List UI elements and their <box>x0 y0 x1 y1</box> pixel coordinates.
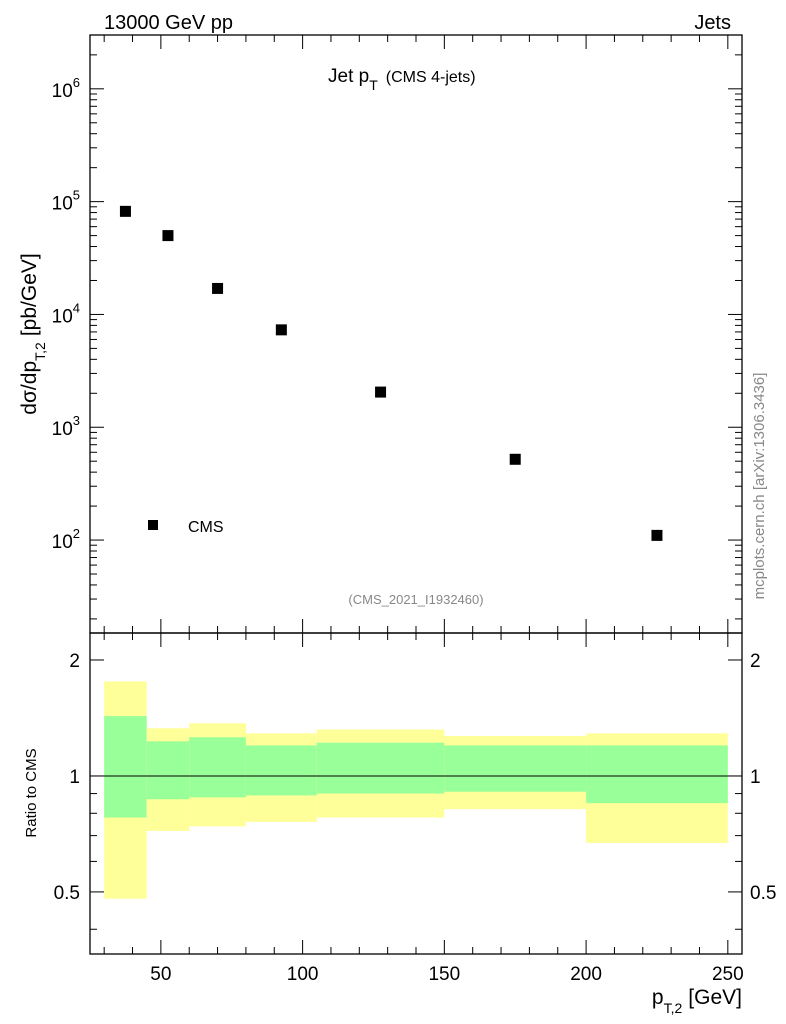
x-axis-label: pT,2 [GeV] <box>652 986 742 1016</box>
main-y-tick-label: 103 <box>52 413 80 440</box>
plot-title: Jet pT (CMS 4-jets) <box>328 66 476 93</box>
ratio-y-tick-label: 2 <box>69 651 80 672</box>
ratio-band-inner <box>316 742 445 794</box>
ratio-y-tick-label: 0.5 <box>54 883 80 904</box>
legend-marker-cms <box>148 520 158 530</box>
ratio-band-inner <box>245 745 317 796</box>
ratio-band-inner <box>189 737 246 798</box>
header-process: 13000 GeV pp <box>104 12 233 34</box>
x-tick-label: 100 <box>287 964 319 985</box>
x-tick-label: 200 <box>570 964 602 985</box>
main-y-tick-label: 105 <box>52 188 80 215</box>
x-tick-label: 150 <box>428 964 460 985</box>
legend-label-cms: CMS <box>188 519 224 536</box>
ratio-band-inner <box>146 741 190 800</box>
x-tick-label: 250 <box>712 964 744 985</box>
data-point <box>651 529 663 541</box>
ratio-band-inner <box>586 745 728 804</box>
ratio-y-tick-label-right: 0.5 <box>750 883 776 904</box>
data-point <box>212 282 224 294</box>
main-y-tick-label: 106 <box>52 75 80 102</box>
ratio-tick-marks: 50 100 150 200 250 0.5 0.5 1 1 2 2 <box>54 633 776 985</box>
ratio-band-inner <box>444 745 587 792</box>
main-panel: 102 103 104 105 106 Jet pT (CMS 4-jets) CMS (… <box>18 34 743 634</box>
data-point <box>119 205 131 217</box>
y-axis-label-ratio: Ratio to CMS <box>23 748 40 837</box>
main-y-tick-label: 102 <box>52 526 80 553</box>
ratio-uncertainty-bands <box>104 681 728 899</box>
header-category: Jets <box>694 12 731 34</box>
ratio-y-tick-label: 1 <box>69 767 80 788</box>
analysis-tag: (CMS_2021_I1932460) <box>348 592 483 607</box>
x-tick-label: 50 <box>150 964 171 985</box>
main-frame <box>89 34 743 634</box>
ratio-frame <box>89 632 743 955</box>
data-point <box>275 324 287 336</box>
cms-data-points <box>119 205 663 541</box>
ratio-y-tick-label-right: 1 <box>750 767 761 788</box>
ratio-band-inner <box>104 716 147 818</box>
main-tick-marks: 102 103 104 105 106 <box>52 34 742 633</box>
y-axis-label-main: dσ/dpT,2[pb/GeV] <box>18 253 48 414</box>
data-point <box>509 453 521 465</box>
ratio-panel: 50 100 150 200 250 0.5 0.5 1 1 2 2 Ratio to CMS pT… <box>23 632 776 1016</box>
main-y-tick-label: 104 <box>52 300 80 327</box>
data-point <box>375 386 387 398</box>
ratio-y-tick-label-right: 2 <box>750 651 761 672</box>
data-point <box>162 230 174 242</box>
side-label: mcplots.cern.ch [arXiv:1306.3436] <box>751 373 768 600</box>
